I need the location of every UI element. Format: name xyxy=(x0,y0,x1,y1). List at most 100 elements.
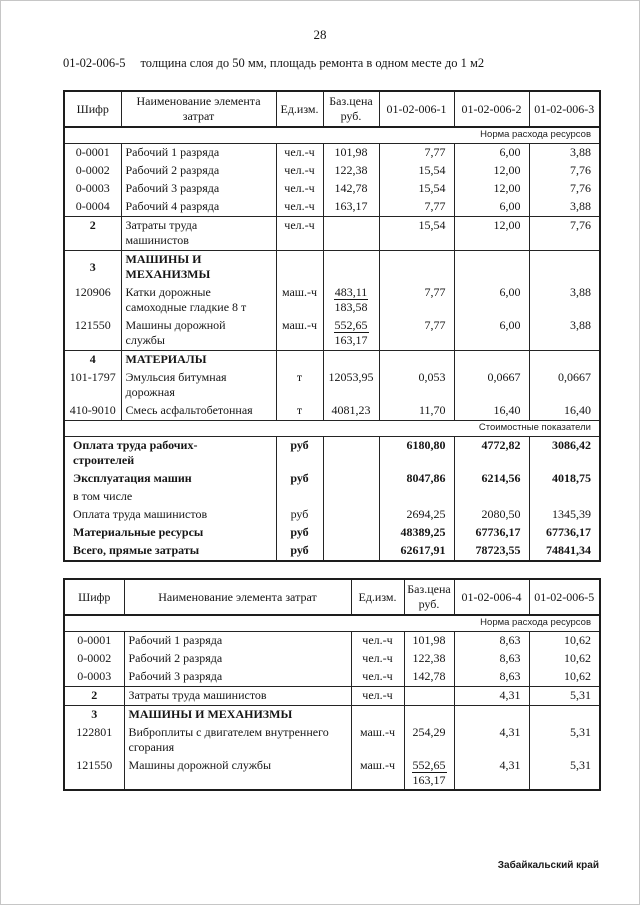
estimate-table-006-4-5: Шифр Наименование элемента затрат Ед.изм. Б… xyxy=(63,578,601,791)
fraction-denominator: 183,58 xyxy=(334,300,368,314)
table-cell: 254,29 xyxy=(403,724,455,757)
estimate-table-2-wrap: Шифр Наименование элемента затрат Ед.изм. Б… xyxy=(63,578,639,791)
table-cell xyxy=(453,488,530,506)
table-row: Оплата труда машинистов руб 2694,25 2080,50… xyxy=(63,506,601,524)
table-cell xyxy=(528,350,601,369)
table-cell xyxy=(275,488,324,506)
table-cell: 01-02-006-4 xyxy=(453,579,530,616)
table-cell: 163,17 xyxy=(322,198,380,217)
table-cell: 552,65 163,17 xyxy=(322,317,380,351)
table-cell: т xyxy=(275,402,324,421)
table-row: Норма расхода ресурсов xyxy=(64,615,600,632)
fraction-numerator: 552,65 xyxy=(333,318,369,333)
table-cell: 122,38 xyxy=(322,162,380,180)
table-cell: 78723,55 xyxy=(453,542,530,561)
table-cell: 62617,91 xyxy=(378,542,455,561)
table-row: 4 МАТЕРИАЛЫ xyxy=(63,350,601,369)
table-cell: 1345,39 xyxy=(528,506,601,524)
table-cell: 0-0003 xyxy=(63,668,125,687)
fraction-denominator: 163,17 xyxy=(334,333,368,347)
table-cell: в том числе xyxy=(63,488,277,506)
table-row: 0-0002 Рабочий 2 разряда чел.-ч 122,38 8,63 1… xyxy=(63,650,601,668)
table-cell: Рабочий 1 разряда xyxy=(123,631,352,650)
table-cell: 7,77 xyxy=(378,317,455,351)
table-cell: 5,31 xyxy=(528,757,601,790)
table-row: 0-0002 Рабочий 2 разряда чел.-ч 122,38 15,54… xyxy=(63,162,601,180)
region-label: Забайкальский край xyxy=(497,860,599,871)
table-cell: маш.-ч xyxy=(275,317,324,351)
table-cell: 6,00 xyxy=(453,198,530,217)
table-cell: МАТЕРИАЛЫ xyxy=(120,350,277,369)
table-cell xyxy=(378,488,455,506)
table-cell: 7,76 xyxy=(528,162,601,180)
table-cell: 121550 xyxy=(63,317,122,351)
table-cell: 8047,86 xyxy=(378,470,455,488)
table-cell: Баз.цена руб. xyxy=(322,91,380,128)
band-label: Норма расхода ресурсов xyxy=(64,615,600,632)
table-row: 0-0004 Рабочий 4 разряда чел.-ч 163,17 7,77 6… xyxy=(63,198,601,217)
table-cell xyxy=(275,350,324,369)
table-cell xyxy=(403,705,455,724)
table-cell: маш.-ч xyxy=(350,724,405,757)
table-row: 121550 Машины дорожной службы маш.-ч 552,65… xyxy=(63,757,601,790)
table-cell xyxy=(378,350,455,369)
table-cell: чел.-ч xyxy=(275,216,324,251)
table-cell: 101,98 xyxy=(403,631,455,650)
table-cell: Виброплиты с двигателем внутреннего сгор… xyxy=(123,724,352,757)
table-cell: 01-02-006-2 xyxy=(453,91,530,128)
band-label: Норма расхода ресурсов xyxy=(64,127,600,144)
table-cell: 12,00 xyxy=(453,180,530,198)
table-cell: 5,31 xyxy=(528,686,601,706)
table-row: 101-1797 Эмульсия битумная дорожная т 12053… xyxy=(63,369,601,402)
table-cell: Ед.изм. xyxy=(275,91,324,128)
table-cell: 6214,56 xyxy=(453,470,530,488)
table-row: 3 МАШИНЫ И МЕХАНИЗМЫ xyxy=(63,705,601,724)
table-cell xyxy=(322,250,380,284)
table-cell: 6,00 xyxy=(453,143,530,162)
table-cell: 0-0001 xyxy=(63,631,125,650)
table-cell: 0-0003 xyxy=(63,180,122,198)
table-cell: 12,00 xyxy=(453,216,530,251)
table-cell: 12,00 xyxy=(453,162,530,180)
table-row: 0-0001 Рабочий 1 разряда чел.-ч 101,98 7,77 6… xyxy=(63,143,601,162)
table-cell: 16,40 xyxy=(453,402,530,421)
table-cell: 15,54 xyxy=(378,216,455,251)
table-cell: руб xyxy=(275,542,324,561)
table-cell: МАШИНЫ И МЕХАНИЗМЫ xyxy=(123,705,352,724)
table-cell: 4018,75 xyxy=(528,470,601,488)
table-cell: 7,76 xyxy=(528,180,601,198)
table-cell: 0-0002 xyxy=(63,650,125,668)
table-cell: 142,78 xyxy=(403,668,455,687)
page-number: 28 xyxy=(313,27,327,42)
table-cell: 0,0667 xyxy=(453,369,530,402)
table-cell: 11,70 xyxy=(378,402,455,421)
table-cell: 483,11 183,58 xyxy=(322,284,380,317)
table-row: 0-0001 Рабочий 1 разряда чел.-ч 101,98 8,63 1… xyxy=(63,631,601,650)
table-cell: 6,00 xyxy=(453,317,530,351)
table-cell: Рабочий 1 разряда xyxy=(120,143,277,162)
table-row: Шифр Наименование элемента затрат Ед.изм. Б… xyxy=(63,579,601,616)
table-cell: 2 xyxy=(63,216,122,251)
table-cell xyxy=(322,488,380,506)
table-cell xyxy=(350,705,405,724)
table-cell: 0-0001 xyxy=(63,143,122,162)
table-cell: Баз.цена руб. xyxy=(403,579,455,616)
table-row: 120906 Катки дорожные самоходные гладкие … xyxy=(63,284,601,317)
table-cell: 48389,25 xyxy=(378,524,455,542)
table-cell: 0-0004 xyxy=(63,198,122,217)
table-cell: 12053,95 xyxy=(322,369,380,402)
table-cell: 0,053 xyxy=(378,369,455,402)
table-cell: 2 xyxy=(63,686,125,706)
table-row: 122801 Виброплиты с двигателем внутреннег… xyxy=(63,724,601,757)
table-cell: МАШИНЫ И МЕХАНИЗМЫ xyxy=(120,250,277,284)
table-cell: 4,31 xyxy=(453,724,530,757)
table-cell xyxy=(528,705,601,724)
table-row: Всего, прямые затраты руб 62617,91 78723,55… xyxy=(63,542,601,561)
band-label: Стоимостные показатели xyxy=(64,420,600,437)
table-cell xyxy=(528,488,601,506)
table-cell: 8,63 xyxy=(453,631,530,650)
table-cell: 7,77 xyxy=(378,284,455,317)
table-cell: 5,31 xyxy=(528,724,601,757)
table-cell: 10,62 xyxy=(528,650,601,668)
table-cell: 7,76 xyxy=(528,216,601,251)
